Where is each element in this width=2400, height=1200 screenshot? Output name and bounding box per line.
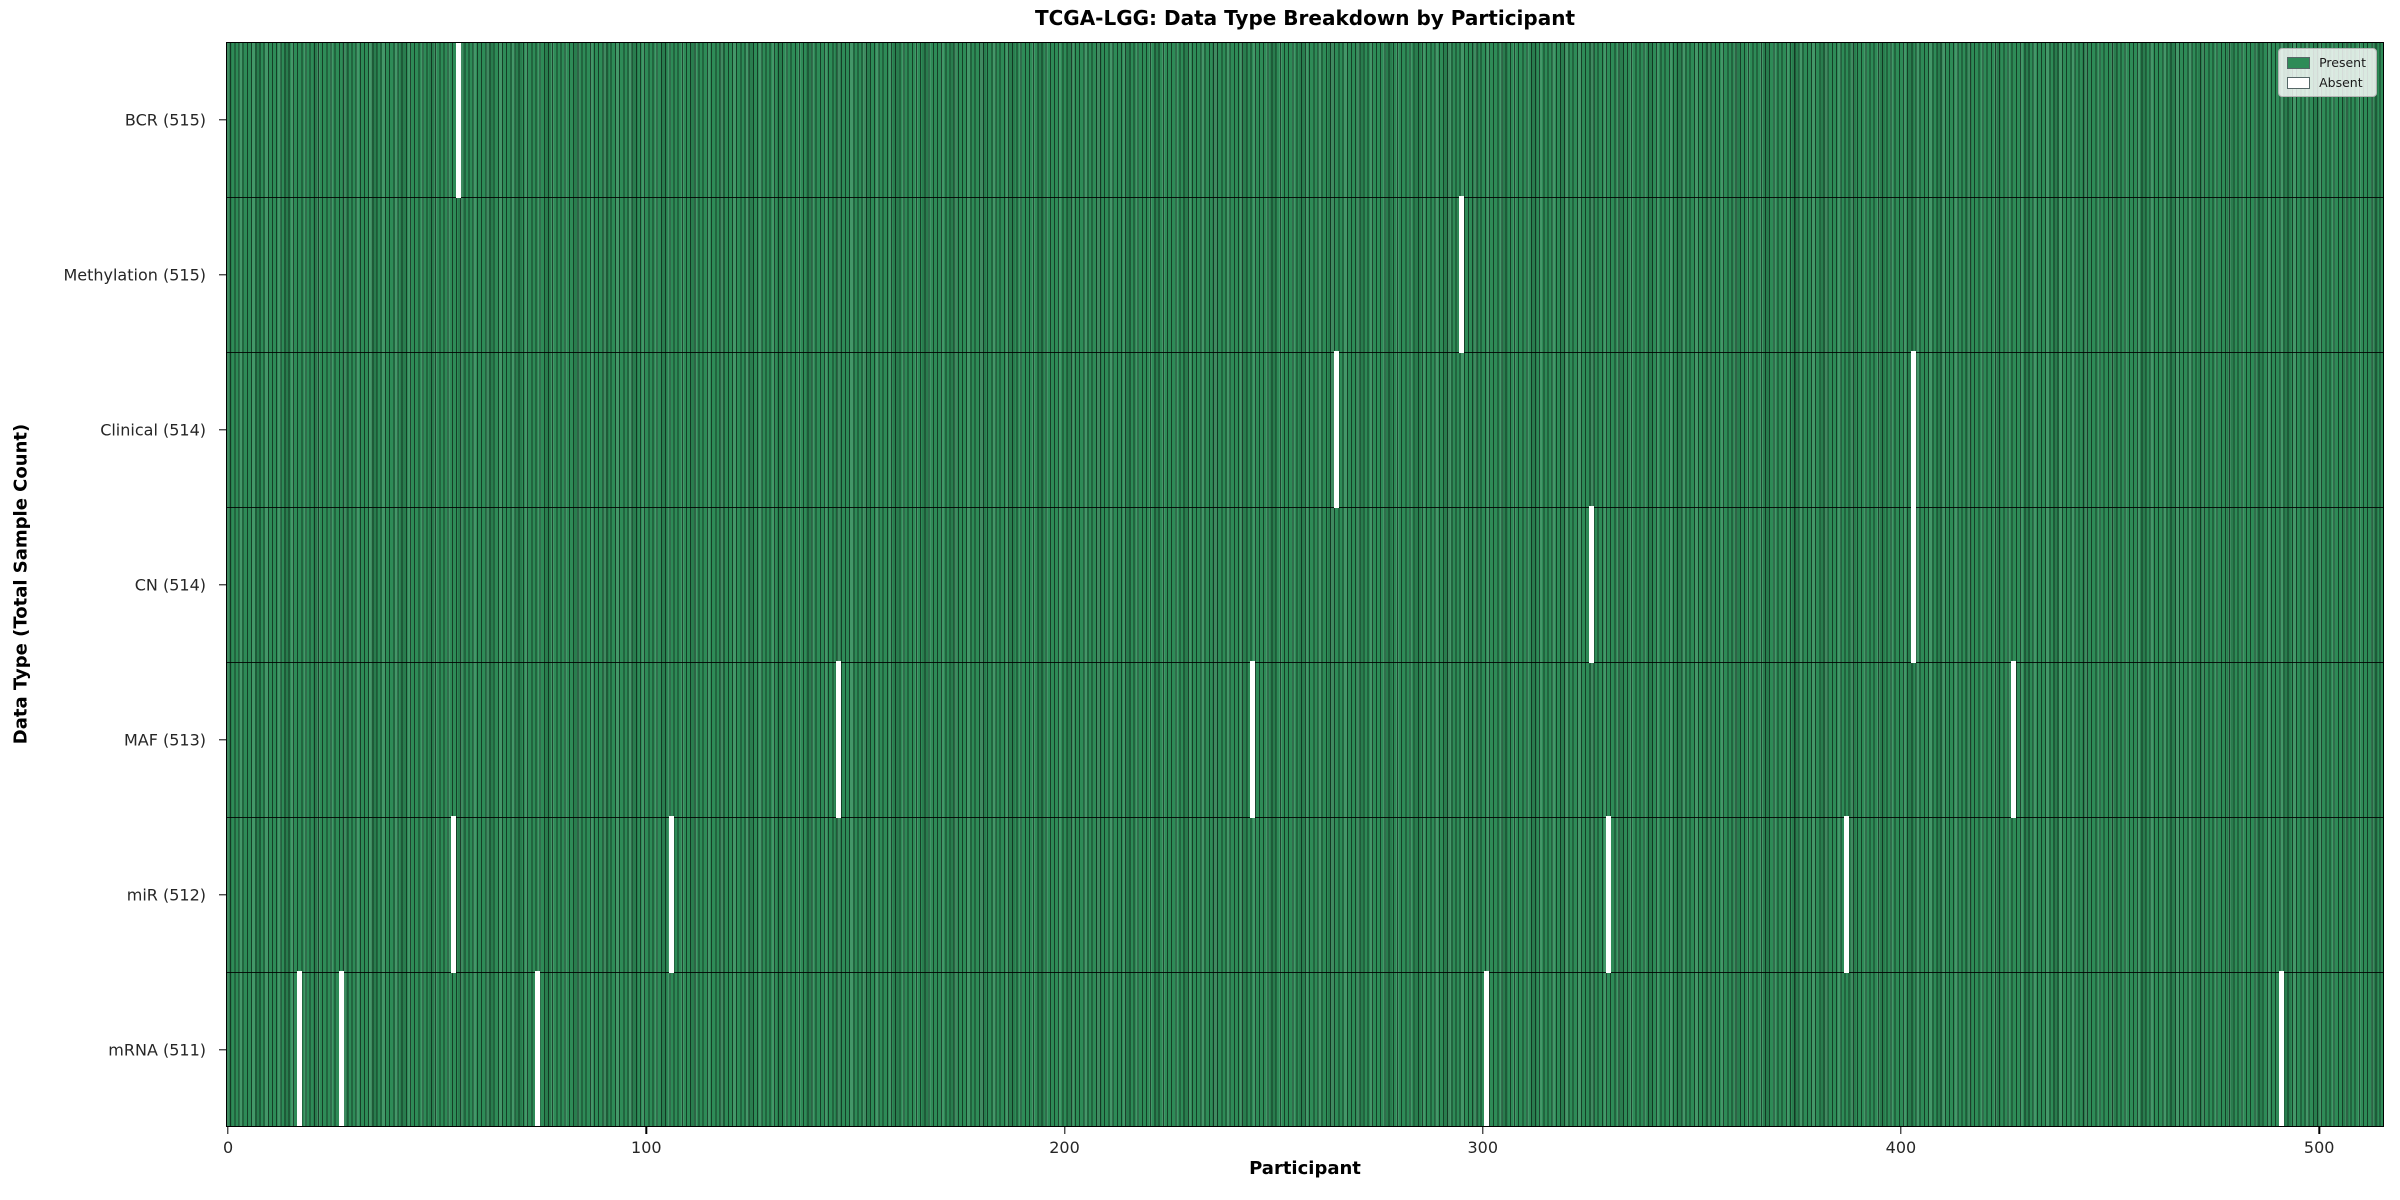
y-tick-mark	[219, 428, 226, 431]
row-mRNA	[226, 972, 2384, 1127]
y-tick-mark	[219, 118, 226, 121]
absent-gap-CN-403	[1911, 506, 1916, 663]
y-tick-label-Clinical: Clinical (514)	[100, 420, 206, 439]
y-tick-mark	[219, 893, 226, 896]
row-separator	[226, 197, 2384, 198]
absent-gap-MAF-427	[2011, 661, 2017, 818]
row-Methylation	[226, 197, 2384, 352]
absent-gap-miR-330	[1605, 816, 1611, 973]
x-tick-label-400: 400	[1885, 1138, 1917, 1157]
plot-area: Present Absent	[226, 41, 2384, 1128]
absent-gap-mRNA-17	[296, 971, 302, 1128]
chart-title: TCGA-LGG: Data Type Breakdown by Partici…	[1034, 6, 1576, 30]
y-tick-label-mRNA: mRNA (511)	[108, 1040, 206, 1059]
absent-gap-MAF-245	[1250, 661, 1256, 818]
row-separator	[226, 352, 2384, 353]
row-miR	[226, 817, 2384, 972]
absent-gap-mRNA-301	[1484, 971, 1490, 1128]
present-swatch	[2287, 56, 2311, 69]
x-tick-mark	[645, 1127, 647, 1134]
absent-gap-CN-326	[1588, 506, 1594, 663]
x-tick-label-100: 100	[631, 1138, 662, 1157]
absent-gap-miR-54	[451, 816, 457, 973]
x-tick-label-500: 500	[2303, 1138, 2335, 1157]
legend-item-absent: Absent	[2287, 75, 2366, 90]
x-tick-mark	[1482, 1127, 1484, 1134]
x-tick-mark	[2318, 1127, 2320, 1134]
absent-gap-mRNA-491	[2279, 971, 2285, 1128]
legend-item-present: Present	[2287, 55, 2366, 70]
row-CN	[226, 507, 2384, 662]
row-MAF	[226, 662, 2384, 817]
x-tick-label-0: 0	[222, 1138, 234, 1157]
absent-gap-Clinical-403	[1911, 351, 1916, 508]
legend-label-absent: Absent	[2319, 75, 2363, 90]
legend: Present Absent	[2278, 48, 2377, 97]
row-separator	[226, 507, 2384, 508]
y-tick-mark	[219, 273, 226, 276]
row-Clinical	[226, 352, 2384, 507]
absent-gap-mRNA-74	[535, 971, 541, 1128]
y-tick-label-BCR: BCR (515)	[124, 110, 206, 129]
y-tick-mark	[219, 583, 226, 586]
absent-gap-miR-106	[668, 816, 674, 973]
y-tick-label-MAF: MAF (513)	[123, 730, 206, 749]
x-tick-mark	[1900, 1127, 1902, 1134]
y-tick-label-Methylation: Methylation (515)	[63, 265, 206, 284]
x-axis-label: Participant	[1249, 1158, 1361, 1179]
x-tick-label-300: 300	[1467, 1138, 1499, 1157]
absent-gap-MAF-146	[836, 661, 842, 818]
y-tick-label-CN: CN (514)	[134, 575, 206, 594]
x-tick-mark	[1063, 1127, 1066, 1134]
absent-gap-mRNA-27	[338, 971, 344, 1128]
absent-gap-BCR-55	[455, 41, 461, 198]
absent-gap-Clinical-265	[1333, 351, 1339, 508]
absent-gap-Methylation-295	[1459, 196, 1465, 353]
y-tick-mark	[219, 1048, 226, 1051]
legend-label-present: Present	[2319, 55, 2366, 70]
y-tick-label-miR: miR (512)	[126, 885, 206, 904]
row-separator	[226, 972, 2384, 973]
y-tick-mark	[219, 738, 226, 741]
row-separator	[226, 662, 2384, 663]
row-BCR	[226, 42, 2384, 197]
absent-swatch	[2287, 76, 2311, 89]
absent-gap-miR-387	[1844, 816, 1850, 973]
x-tick-mark	[227, 1127, 229, 1134]
x-tick-label-200: 200	[1049, 1138, 1080, 1157]
row-separator	[226, 817, 2384, 818]
